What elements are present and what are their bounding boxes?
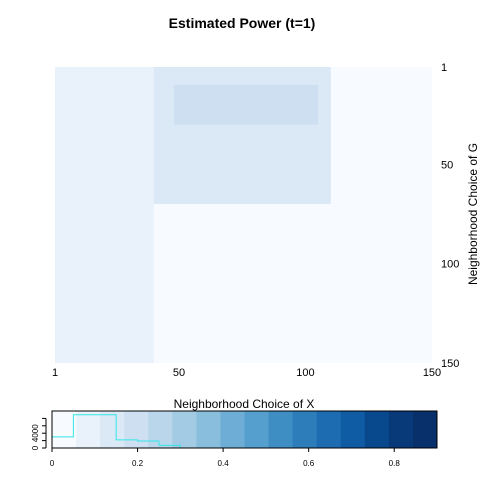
color-key-swatch-0: [52, 411, 77, 448]
color-key-swatch-7: [220, 411, 245, 448]
heatmap-region-1: [55, 67, 154, 363]
y-axis-label: Neighborhood Choice of G: [466, 143, 480, 285]
color-key-swatch-1: [76, 411, 101, 448]
key-x-tick-label-0: 0: [50, 459, 55, 468]
key-x-tick-label-1: 0.2: [132, 459, 144, 468]
key-x-tick-label-3: 0.6: [303, 459, 315, 468]
heatmap-x-ticks: 1 50 100 150: [52, 367, 441, 379]
x-axis-label: Neighborhood Choice of X: [174, 397, 315, 411]
heatmap-cells: [55, 67, 432, 363]
color-key-swatch-12: [340, 411, 366, 448]
color-key-x-ticks: 0 0.2 0.4 0.6 0.8: [50, 448, 401, 468]
color-key-frame: [51, 410, 438, 449]
x-tick-label-0: 1: [52, 367, 58, 379]
y-tick-label-1: 50: [441, 159, 453, 171]
color-key-swatch-11: [316, 411, 342, 448]
y-tick-label-2: 100: [441, 259, 459, 271]
key-y-tick-label-1: 4000: [31, 424, 40, 442]
color-key-swatch-6: [196, 411, 221, 448]
color-key-swatch-14: [388, 411, 414, 448]
color-key-swatch-15: [412, 411, 438, 448]
x-tick-label-3: 150: [423, 367, 441, 379]
key-y-tick-label-0: 0: [31, 445, 40, 450]
color-key-swatch-4: [148, 411, 173, 448]
color-key-y-ticks: 0 4000: [31, 417, 47, 450]
color-key-swatch-2: [100, 411, 125, 448]
color-key-swatch-5: [172, 411, 197, 448]
heatmap-region-3: [173, 84, 319, 125]
color-key-swatch-10: [292, 411, 318, 448]
x-tick-label-2: 100: [296, 367, 314, 379]
y-tick-label-3: 150: [441, 358, 459, 370]
color-key-swatch-9: [268, 411, 294, 448]
heatmap-region-4: [204, 204, 306, 344]
chart-title: Estimated Power (t=1): [169, 15, 316, 31]
key-x-tick-label-2: 0.4: [218, 459, 230, 468]
color-key: [52, 411, 438, 448]
color-key-swatch-3: [124, 411, 149, 448]
color-key-swatch-13: [364, 411, 390, 448]
key-x-tick-label-4: 0.8: [389, 459, 401, 468]
y-tick-label-0: 1: [441, 62, 447, 74]
color-key-swatch-8: [244, 411, 270, 448]
x-tick-label-1: 50: [173, 367, 185, 379]
